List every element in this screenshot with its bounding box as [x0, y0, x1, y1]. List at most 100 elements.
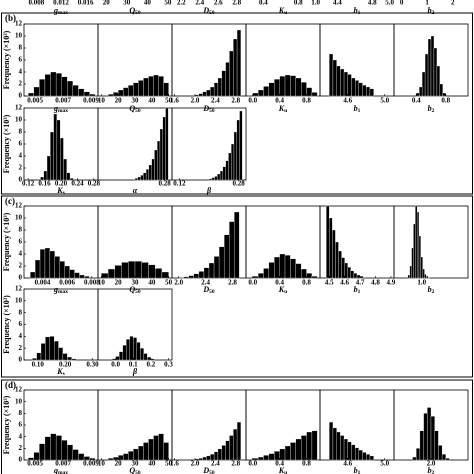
histogram-bar [424, 53, 429, 97]
histogram-bar [136, 342, 141, 361]
y-tick-label: 10 [15, 214, 23, 222]
histogram-bar [358, 449, 363, 461]
histogram-bar [138, 445, 144, 461]
x-tick-label: 0.006 [59, 279, 75, 287]
x-tick-label: 40 [148, 97, 156, 105]
x-tick-label: 0.20 [55, 180, 68, 188]
x-axis-label: Ks [56, 186, 64, 196]
histogram-bar [134, 178, 138, 181]
x-axis-label: Ku [278, 466, 287, 474]
x-axis-subscript: u [284, 108, 287, 114]
histogram-bar [301, 435, 307, 461]
y-axis-label: Frequency (×10³) [2, 30, 11, 89]
histogram-bar [263, 268, 270, 279]
histogram-bar [44, 436, 51, 461]
x-tick-label: 0.008 [28, 0, 44, 7]
histogram-bar [193, 273, 200, 279]
histogram-bar [306, 431, 313, 461]
x-axis-subscript: max [58, 470, 68, 474]
x-tick-label: 0.20 [59, 361, 72, 369]
x-tick-label: 0.4 [275, 460, 284, 468]
histogram-bar [67, 444, 74, 461]
x-axis-label: Q50 [129, 466, 141, 474]
histogram-bar [148, 76, 154, 97]
x-tick-label: 0.004 [35, 279, 51, 287]
histogram-bar [210, 86, 215, 97]
histogram-bar [202, 456, 207, 461]
x-tick-label: 0.28 [232, 180, 245, 188]
histogram-bar [268, 82, 275, 97]
histogram-bar [409, 265, 412, 279]
x-tick-label: 0.8 [441, 97, 450, 105]
y-tick-label: 6 [19, 56, 23, 64]
histogram-bar [217, 448, 222, 461]
y-tick-label: 6 [19, 238, 23, 246]
histogram-bar [442, 92, 446, 97]
x-tick-label: 0.4 [275, 279, 284, 287]
x-axis-symbol: K [278, 104, 285, 113]
histogram-bar [158, 76, 164, 97]
histogram-bar [145, 169, 150, 181]
histogram-bar [236, 29, 242, 97]
histogram-bar [434, 430, 439, 461]
histogram-bar [153, 74, 159, 97]
histogram-bar [279, 448, 286, 461]
histogram-bar [268, 262, 275, 279]
histogram-bar [69, 178, 74, 181]
histogram-bar [274, 256, 280, 279]
histogram-bar [290, 75, 296, 97]
x-tick-label: 0.0 [248, 279, 257, 287]
histogram-bar [71, 358, 77, 361]
y-tick-label: 4 [19, 250, 23, 258]
histogram-bar [159, 128, 163, 181]
x-axis-label: D50 [202, 6, 215, 16]
histogram-bar [351, 77, 356, 97]
histogram-bar [143, 77, 149, 97]
histogram-bar [229, 50, 234, 97]
x-tick-label: 1.6 [170, 460, 179, 468]
x-axis-label: D50 [202, 104, 215, 114]
histogram-bar [143, 442, 149, 461]
x-tick-label: 5.0 [385, 0, 394, 7]
histogram-bar [301, 268, 307, 279]
x-axis-symbol: b [354, 6, 358, 15]
x-tick-label: 0.12 [173, 180, 186, 188]
x-tick-label: 0.4 [259, 0, 268, 7]
histogram-bar [340, 435, 345, 461]
x-tick-label: 2.4 [201, 279, 210, 287]
histogram-bar [362, 85, 367, 97]
histogram-bar [74, 272, 80, 279]
x-tick-label: 0.2 [146, 361, 155, 369]
histogram-bar [129, 336, 134, 361]
y-tick-label: 8 [19, 128, 23, 136]
x-axis-subscript: u [284, 470, 287, 474]
y-tick-label: 12 [15, 104, 23, 112]
y-tick-label: 12 [15, 202, 23, 210]
histogram-bar [89, 458, 96, 461]
histogram-bar [225, 440, 230, 461]
x-tick-label: 1.0 [417, 279, 426, 287]
x-axis-label: b1 [354, 6, 361, 16]
x-tick-label: 1.6 [170, 97, 179, 105]
x-axis-symbol: β [132, 367, 138, 376]
x-tick-label: 2.0 [427, 460, 436, 468]
histogram-bar [441, 454, 446, 461]
histogram-bar [354, 447, 359, 461]
x-axis-symbol: β [206, 186, 212, 195]
x-axis-label: Ks [56, 367, 64, 377]
y-tick-label: 2 [19, 164, 23, 172]
histogram-bar [118, 351, 123, 361]
histogram-bar [44, 74, 51, 97]
x-axis-label: D50 [202, 285, 215, 295]
x-axis-symbol: b [428, 6, 432, 15]
x-tick-label: 40 [148, 460, 156, 468]
histogram-bar [50, 71, 57, 97]
x-tick-label: 40 [148, 279, 156, 287]
x-tick-label: 4.6 [343, 97, 352, 105]
histogram-bar [67, 356, 72, 361]
x-tick-label: 4.6 [343, 460, 352, 468]
histogram-bar [290, 258, 296, 279]
x-axis-symbol: D [202, 466, 209, 474]
x-axis-label: gmax [53, 6, 68, 16]
histogram-bar [61, 440, 68, 461]
